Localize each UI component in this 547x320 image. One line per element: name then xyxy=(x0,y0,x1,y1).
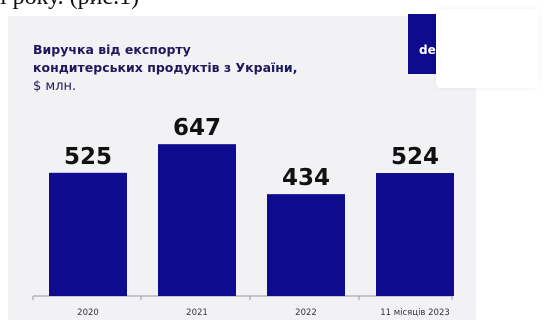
data-label: 525 xyxy=(64,144,112,170)
bar-11-місяців-2023 xyxy=(376,173,454,296)
x-tick-label: 2022 xyxy=(295,308,317,318)
chart-title: Виручка від експорту кондитерських проду… xyxy=(33,41,297,77)
overlay-panel xyxy=(436,9,539,88)
chart-title-line-1: Виручка від експорту xyxy=(33,42,191,57)
bar-2021 xyxy=(158,144,236,296)
document-text-fragment: і року. (рис.1) xyxy=(0,0,139,11)
data-label: 524 xyxy=(391,144,439,170)
bar-2022 xyxy=(267,194,345,296)
brand-logo-text: de xyxy=(419,43,436,57)
bar-2020 xyxy=(49,172,127,296)
x-tick-label: 11 місяців 2023 xyxy=(380,308,450,318)
data-label: 434 xyxy=(282,165,330,191)
chart-title-line-2: кондитерських продуктів з України, xyxy=(33,60,298,75)
chart-subtitle: $ млн. xyxy=(33,79,77,94)
data-label: 647 xyxy=(173,115,221,141)
x-tick-label: 2020 xyxy=(77,308,99,318)
x-tick-label: 2021 xyxy=(186,308,208,318)
